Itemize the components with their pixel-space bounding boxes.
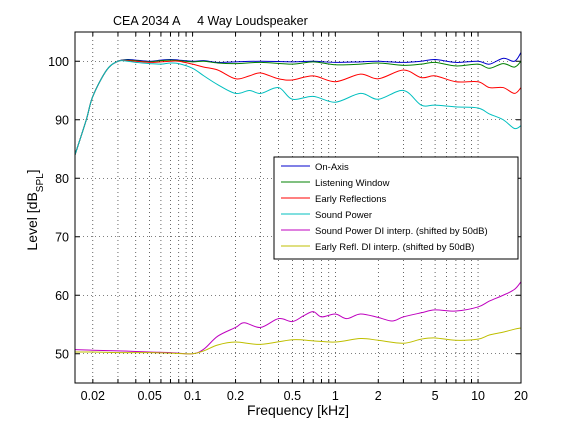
y-tick-labels: 50 60 70 80 90 100 — [48, 55, 69, 362]
legend-label: Sound Power DI interp. (shifted by 50dB) — [315, 226, 488, 237]
x-tick-label: 0.02 — [81, 389, 105, 403]
x-tick-label: 20 — [514, 389, 528, 403]
x-tick-label: 5 — [432, 389, 439, 403]
y-tick-label: 80 — [55, 172, 69, 186]
x-tick-label: 10 — [471, 389, 485, 403]
series-line-3 — [75, 60, 521, 156]
series-line-2 — [75, 59, 521, 156]
y-axis-label-sub: SPL — [35, 173, 46, 192]
legend-label: Sound Power — [315, 210, 372, 221]
x-tick-label: 1 — [332, 389, 339, 403]
legend-label: Listening Window — [315, 178, 390, 189]
x-tick-label: 0.2 — [227, 389, 244, 403]
x-tick-label: 0.1 — [184, 389, 201, 403]
series-lines — [75, 52, 521, 355]
legend-label: On-Axis — [315, 162, 349, 173]
y-tick-label: 70 — [55, 230, 69, 244]
series-line-0 — [75, 52, 521, 156]
y-axis-label: Level [dBSPL] — [24, 169, 46, 250]
series-line-5 — [75, 327, 521, 355]
legend-label: Early Refl. DI interp. (shifted by 50dB) — [315, 242, 474, 253]
x-tick-labels: 0.02 0.05 0.1 0.2 0.5 1 2 5 10 20 — [81, 389, 528, 403]
series-line-1 — [75, 59, 521, 156]
x-tick-label: 2 — [375, 389, 382, 403]
y-axis-label-main: Level [dB — [24, 192, 40, 250]
x-tick-label: 0.5 — [284, 389, 301, 403]
legend-label: Early Reflections — [315, 194, 387, 205]
x-tick-label: 0.05 — [137, 389, 161, 403]
y-axis-label-end: ] — [24, 169, 40, 173]
legend-box — [273, 156, 519, 260]
plot-frame — [74, 31, 522, 384]
y-tick-label: 90 — [55, 113, 69, 127]
y-tick-label: 100 — [48, 55, 69, 69]
chart-title: CEA 2034 A 4 Way Loudspeaker — [113, 14, 308, 28]
x-axis-label: Frequency [kHz] — [247, 402, 349, 418]
legend: On-Axis Listening Window Early Reflections… — [273, 156, 519, 260]
y-tick-label: 50 — [55, 347, 69, 361]
ticks — [75, 32, 522, 383]
y-tick-label: 60 — [55, 289, 69, 303]
